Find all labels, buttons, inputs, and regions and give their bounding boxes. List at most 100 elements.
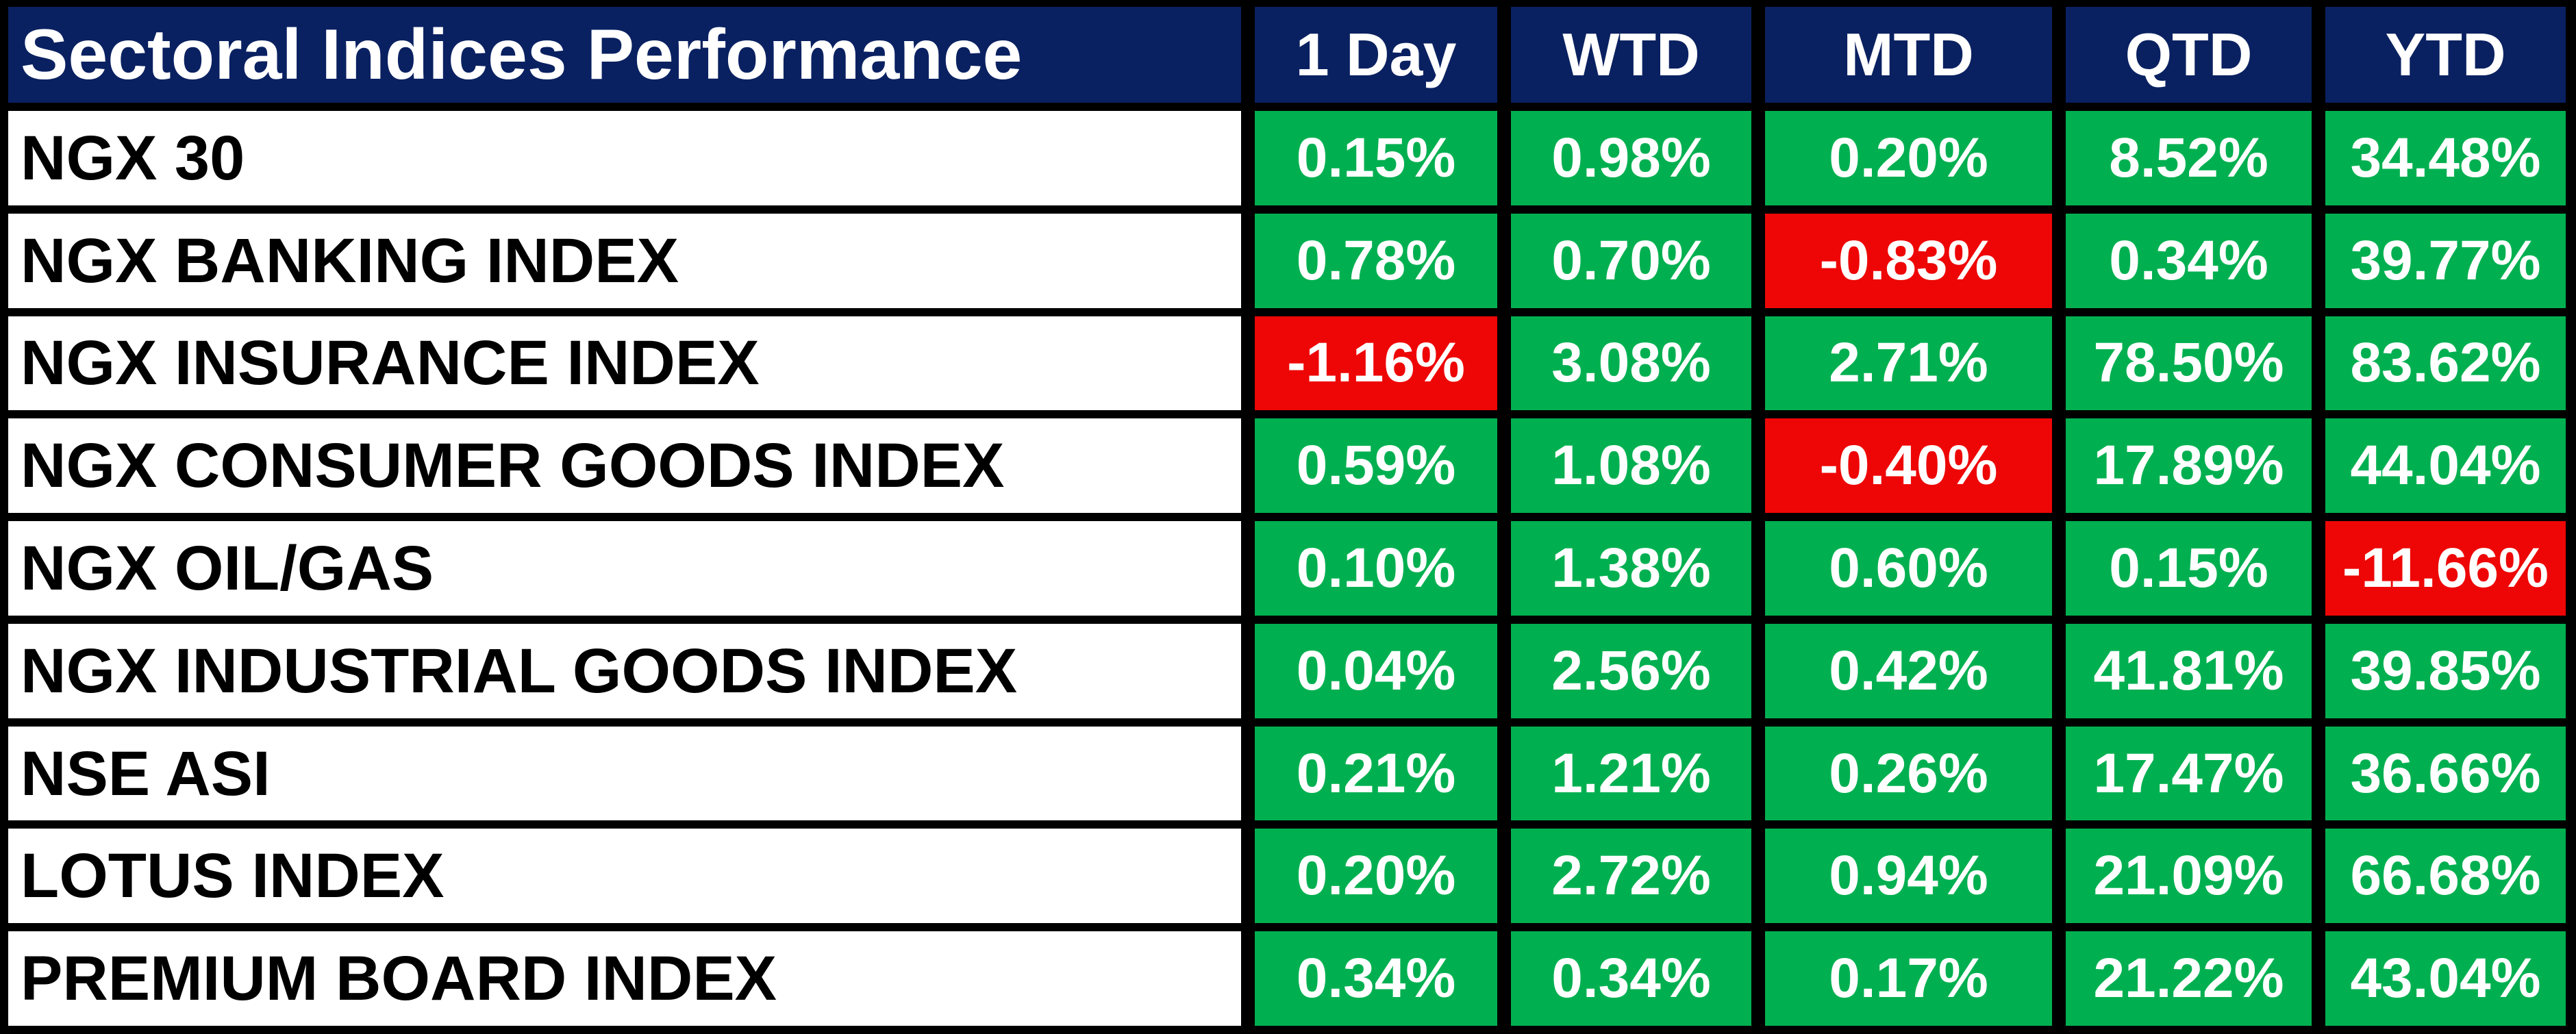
- value: 0.15%: [2109, 536, 2268, 599]
- row-label: NGX CONSUMER GOODS INDEX: [21, 431, 1005, 501]
- value: 0.04%: [1296, 639, 1456, 702]
- value-cell: 39.77%: [2325, 213, 2566, 308]
- value: 0.59%: [1296, 434, 1456, 497]
- value: 0.70%: [1551, 229, 1711, 292]
- value: 0.21%: [1296, 742, 1456, 805]
- value: 0.78%: [1296, 229, 1456, 292]
- value-cell: 0.78%: [1255, 213, 1497, 308]
- row-label: NGX 30: [21, 123, 245, 193]
- value-cell: -11.66%: [2325, 521, 2566, 616]
- column-header-qtd-label: QTD: [2125, 21, 2253, 88]
- value-cell: 0.17%: [1765, 931, 2052, 1026]
- row-label: NSE ASI: [21, 738, 271, 809]
- value-cell: -0.83%: [1765, 213, 2052, 308]
- value-cell: 21.09%: [2066, 829, 2312, 924]
- value-cell: 0.21%: [1255, 726, 1497, 821]
- value: 83.62%: [2350, 331, 2541, 394]
- row-label: NGX INDUSTRIAL GOODS INDEX: [21, 635, 1018, 706]
- value: 0.94%: [1829, 844, 1988, 907]
- value-cell: 21.22%: [2066, 931, 2312, 1026]
- value: -0.83%: [1819, 229, 1998, 292]
- value: -1.16%: [1287, 331, 1465, 394]
- column-header-1day: 1 Day: [1255, 7, 1497, 103]
- value: 43.04%: [2350, 947, 2541, 1010]
- value-cell: 1.21%: [1511, 726, 1751, 821]
- value-cell: 0.98%: [1511, 111, 1751, 205]
- value-cell: 0.59%: [1255, 418, 1497, 514]
- value: 8.52%: [2109, 126, 2268, 189]
- value: 0.10%: [1296, 536, 1456, 599]
- column-header-qtd: QTD: [2066, 7, 2312, 103]
- value-cell: -0.40%: [1765, 418, 2052, 514]
- value: 41.81%: [2093, 639, 2284, 702]
- value: 0.60%: [1829, 536, 1988, 599]
- value: 2.72%: [1551, 844, 1711, 907]
- column-header-ytd-label: YTD: [2385, 21, 2506, 88]
- value-cell: 1.38%: [1511, 521, 1751, 616]
- value-cell: 39.85%: [2325, 623, 2566, 718]
- value: 1.08%: [1551, 434, 1711, 497]
- value-cell: 0.04%: [1255, 623, 1497, 718]
- value-cell: 0.10%: [1255, 521, 1497, 616]
- row-label-ngx-insurance-index: NGX INSURANCE INDEX: [8, 316, 1241, 411]
- value-cell: -1.16%: [1255, 316, 1497, 411]
- value: 21.09%: [2093, 844, 2284, 907]
- value: 0.20%: [1296, 844, 1456, 907]
- row-label-lotus-index: LOTUS INDEX: [8, 829, 1241, 924]
- value-cell: 36.66%: [2325, 726, 2566, 821]
- value: 0.26%: [1829, 742, 1988, 805]
- value: 39.77%: [2350, 229, 2541, 292]
- value: -0.40%: [1819, 434, 1998, 497]
- column-header-1day-label: 1 Day: [1295, 21, 1457, 88]
- value-cell: 0.70%: [1511, 213, 1751, 308]
- value: 0.42%: [1829, 639, 1988, 702]
- value: 66.68%: [2350, 844, 2541, 907]
- value: 1.21%: [1551, 742, 1711, 805]
- value-cell: 0.20%: [1765, 111, 2052, 205]
- value-cell: 0.94%: [1765, 829, 2052, 924]
- value-cell: 17.89%: [2066, 418, 2312, 514]
- row-label: NGX INSURANCE INDEX: [21, 328, 760, 399]
- value-cell: 2.71%: [1765, 316, 2052, 411]
- value: 0.17%: [1829, 947, 1988, 1010]
- value-cell: 2.56%: [1511, 623, 1751, 718]
- row-label: PREMIUM BOARD INDEX: [21, 944, 777, 1014]
- row-label-ngx-consumer-goods-index: NGX CONSUMER GOODS INDEX: [8, 418, 1241, 514]
- value: 0.98%: [1551, 126, 1711, 189]
- row-label-ngx-30: NGX 30: [8, 111, 1241, 205]
- table-title: Sectoral Indices Performance: [21, 15, 1023, 94]
- value-cell: 0.34%: [2066, 213, 2312, 308]
- value-cell: 0.20%: [1255, 829, 1497, 924]
- value: 0.15%: [1296, 126, 1456, 189]
- value-cell: 1.08%: [1511, 418, 1751, 514]
- row-label: NGX OIL/GAS: [21, 533, 434, 603]
- table-title-cell: Sectoral Indices Performance: [8, 7, 1241, 103]
- row-label: LOTUS INDEX: [21, 841, 445, 911]
- column-header-mtd: MTD: [1765, 7, 2052, 103]
- value: -11.66%: [2342, 536, 2549, 599]
- value: 0.34%: [1551, 947, 1711, 1010]
- value-cell: 41.81%: [2066, 623, 2312, 718]
- column-header-wtd: WTD: [1511, 7, 1751, 103]
- value-cell: 0.34%: [1511, 931, 1751, 1026]
- value: 0.34%: [2109, 229, 2268, 292]
- row-label: NGX BANKING INDEX: [21, 225, 679, 296]
- value-cell: 43.04%: [2325, 931, 2566, 1026]
- value: 78.50%: [2093, 331, 2284, 394]
- value: 0.34%: [1296, 947, 1456, 1010]
- value-cell: 17.47%: [2066, 726, 2312, 821]
- row-label-premium-board-index: PREMIUM BOARD INDEX: [8, 931, 1241, 1026]
- value: 17.89%: [2093, 434, 2284, 497]
- value-cell: 2.72%: [1511, 829, 1751, 924]
- value-cell: 78.50%: [2066, 316, 2312, 411]
- column-header-mtd-label: MTD: [1843, 21, 1974, 88]
- value: 44.04%: [2350, 434, 2541, 497]
- value-cell: 66.68%: [2325, 829, 2566, 924]
- value: 2.71%: [1829, 331, 1988, 394]
- value: 36.66%: [2350, 742, 2541, 805]
- value: 21.22%: [2093, 947, 2284, 1010]
- value: 34.48%: [2350, 126, 2541, 189]
- value: 17.47%: [2093, 742, 2284, 805]
- value-cell: 0.15%: [1255, 111, 1497, 205]
- row-label-ngx-banking-index: NGX BANKING INDEX: [8, 213, 1241, 308]
